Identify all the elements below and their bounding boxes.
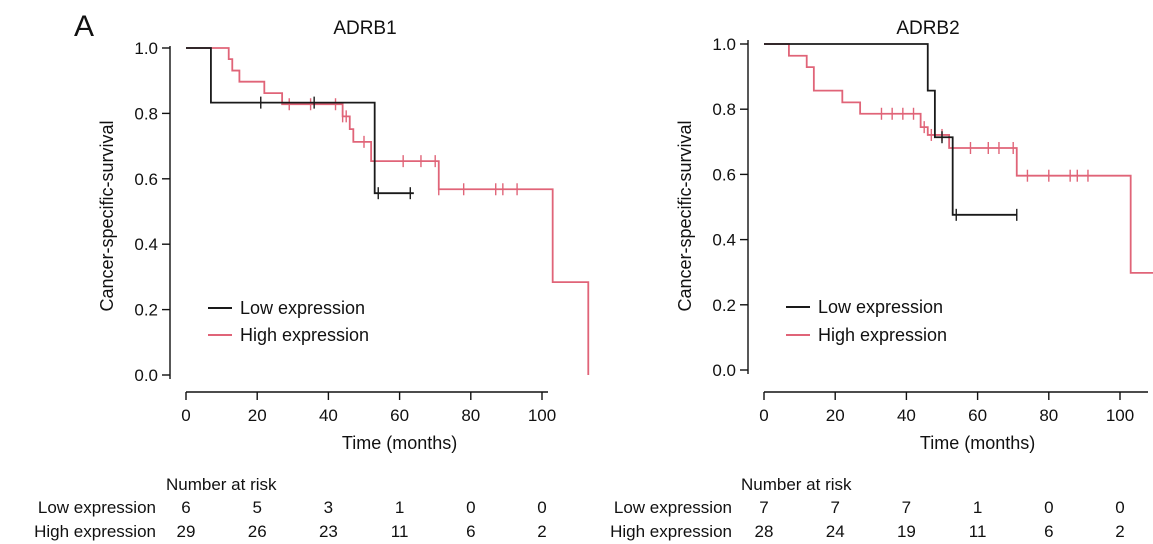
risk-value: 7 bbox=[759, 498, 768, 517]
risk-value: 11 bbox=[969, 522, 987, 541]
risk-value: 24 bbox=[826, 522, 845, 541]
risk-value: 7 bbox=[902, 498, 911, 517]
x-tick-label: 0 bbox=[181, 406, 190, 425]
risk-value: 0 bbox=[1044, 498, 1053, 517]
x-axis-label: Time (months) bbox=[342, 433, 457, 453]
risk-value: 5 bbox=[252, 498, 261, 517]
y-tick-label: 0.6 bbox=[134, 170, 158, 189]
risk-value: 2 bbox=[537, 522, 546, 541]
y-tick-label: 0.4 bbox=[712, 231, 736, 250]
survival-curve-low bbox=[764, 43, 1017, 216]
risk-value: 29 bbox=[177, 522, 196, 541]
y-tick-label: 0.2 bbox=[134, 301, 158, 320]
legend-label-low: Low expression bbox=[240, 298, 365, 318]
risk-value: 0 bbox=[1115, 498, 1124, 517]
y-tick-label: 0.0 bbox=[134, 366, 158, 385]
x-tick-label: 20 bbox=[826, 406, 845, 425]
y-tick-label: 0.8 bbox=[134, 104, 158, 123]
y-tick-label: 1.0 bbox=[134, 39, 158, 58]
risk-value: 26 bbox=[248, 522, 267, 541]
risk-value: 7 bbox=[830, 498, 839, 517]
risk-value: 1 bbox=[395, 498, 404, 517]
legend-label-high: High expression bbox=[240, 325, 369, 345]
x-tick-label: 60 bbox=[968, 406, 987, 425]
risk-value: 6 bbox=[1044, 522, 1053, 541]
y-axis-label: Cancer-specific-survival bbox=[675, 120, 695, 311]
x-tick-label: 20 bbox=[248, 406, 267, 425]
chart-title: ADRB1 bbox=[333, 18, 396, 39]
y-tick-label: 0.2 bbox=[712, 296, 736, 315]
x-tick-label: 40 bbox=[319, 406, 338, 425]
risk-table-header: Number at risk bbox=[166, 475, 277, 494]
risk-value: 19 bbox=[897, 522, 916, 541]
y-axis-label: Cancer-specific-survival bbox=[97, 120, 117, 311]
y-tick-label: 1.0 bbox=[712, 35, 736, 54]
y-tick-label: 0.6 bbox=[712, 165, 736, 184]
risk-value: 23 bbox=[319, 522, 338, 541]
risk-value: 11 bbox=[391, 522, 409, 541]
risk-value: 2 bbox=[1115, 522, 1124, 541]
risk-row-label: Low expression bbox=[38, 498, 156, 517]
risk-row-label: High expression bbox=[610, 522, 732, 541]
risk-row-label: Low expression bbox=[614, 498, 732, 517]
risk-value: 0 bbox=[537, 498, 546, 517]
risk-table-header: Number at risk bbox=[741, 475, 852, 494]
x-tick-label: 40 bbox=[897, 406, 916, 425]
panel-label: A bbox=[74, 10, 94, 43]
x-tick-label: 80 bbox=[1039, 406, 1058, 425]
survival-curve-low bbox=[186, 47, 414, 195]
y-tick-label: 0.0 bbox=[712, 361, 736, 380]
legend-label-high: High expression bbox=[818, 325, 947, 345]
risk-value: 3 bbox=[324, 498, 333, 517]
survival-curve-high bbox=[764, 43, 1153, 274]
legend-label-low: Low expression bbox=[818, 297, 943, 317]
y-tick-label: 0.4 bbox=[134, 235, 158, 254]
x-tick-label: 80 bbox=[461, 406, 480, 425]
risk-value: 1 bbox=[973, 498, 982, 517]
risk-value: 28 bbox=[755, 522, 774, 541]
x-tick-label: 100 bbox=[1106, 406, 1134, 425]
x-tick-label: 100 bbox=[528, 406, 556, 425]
chart-title: ADRB2 bbox=[896, 18, 959, 39]
risk-value: 0 bbox=[466, 498, 475, 517]
x-axis-label: Time (months) bbox=[920, 433, 1035, 453]
y-tick-label: 0.8 bbox=[712, 100, 736, 119]
risk-value: 6 bbox=[181, 498, 190, 517]
risk-value: 6 bbox=[466, 522, 475, 541]
x-tick-label: 0 bbox=[759, 406, 768, 425]
risk-row-label: High expression bbox=[34, 522, 156, 541]
x-tick-label: 60 bbox=[390, 406, 409, 425]
